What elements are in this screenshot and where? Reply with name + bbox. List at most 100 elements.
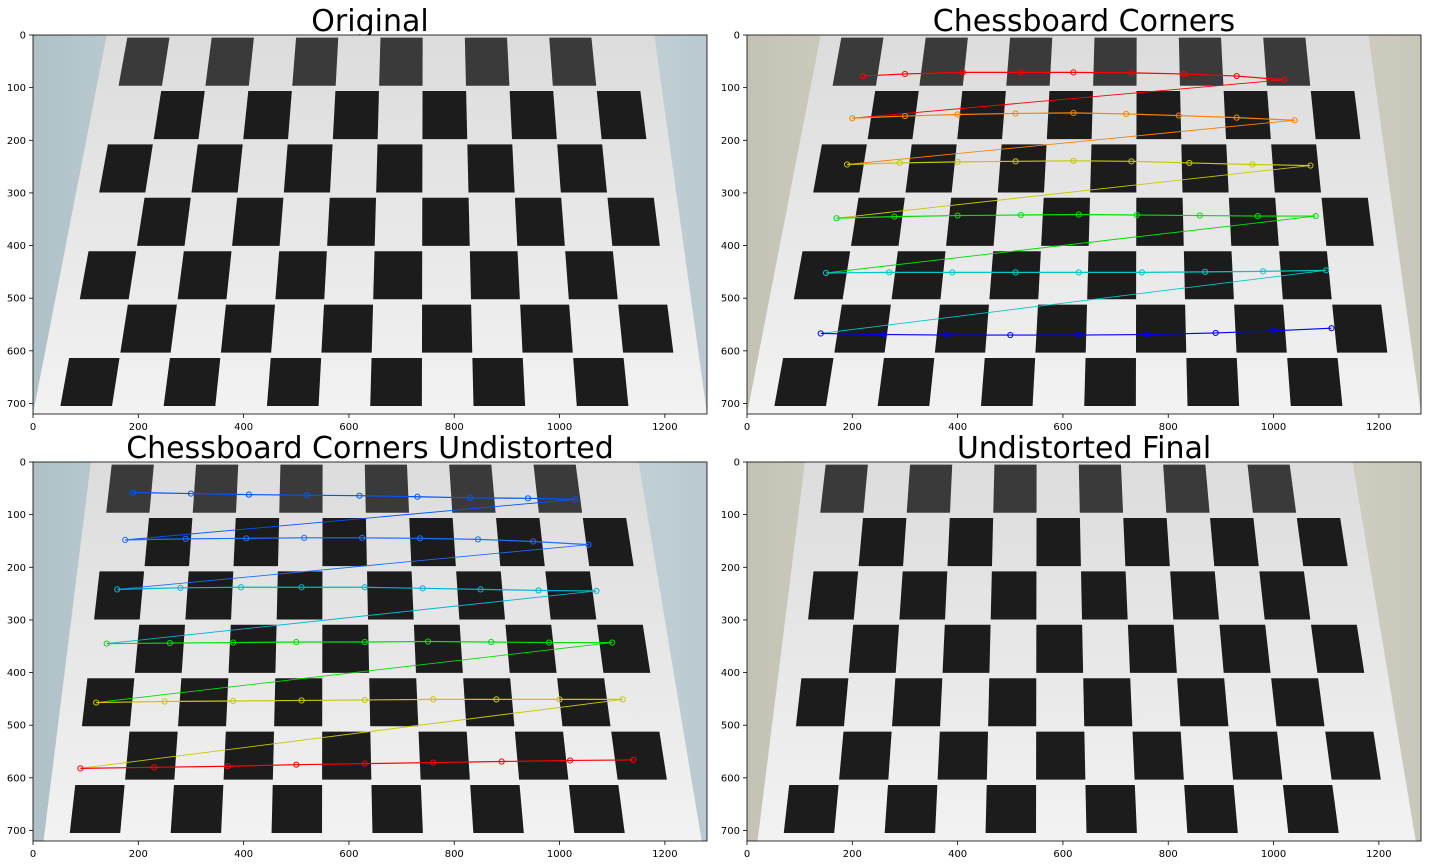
dark-square xyxy=(233,518,280,567)
y-tick-label: 500 xyxy=(7,721,26,732)
dark-square xyxy=(891,251,946,300)
chessboard-photo xyxy=(747,462,1421,841)
corner-point xyxy=(880,331,888,338)
dark-square xyxy=(79,251,137,300)
dark-square xyxy=(618,304,674,353)
dark-square xyxy=(106,464,154,513)
dark-square xyxy=(899,571,948,620)
x-tick-label: 400 xyxy=(948,849,967,860)
dark-square xyxy=(813,144,867,193)
corner-row-line xyxy=(836,213,1316,219)
dark-square xyxy=(988,678,1037,727)
corner-point xyxy=(361,760,368,767)
dark-square xyxy=(1282,784,1339,833)
corner-point xyxy=(361,696,368,704)
dark-square xyxy=(795,678,849,727)
corner-point xyxy=(361,638,368,646)
dark-square xyxy=(1036,731,1086,780)
dark-square xyxy=(60,357,120,406)
corner-point xyxy=(1012,158,1019,165)
dark-square xyxy=(568,784,625,833)
corner-row-connector xyxy=(125,498,576,541)
axes-frame xyxy=(746,461,1422,842)
dark-square xyxy=(1087,251,1137,300)
corner-row-line xyxy=(106,640,613,645)
dark-square xyxy=(1183,251,1234,300)
corner-point xyxy=(1186,159,1193,167)
x-tick-label: 0 xyxy=(744,422,750,433)
dark-square xyxy=(1177,678,1229,727)
y-tick-label: 100 xyxy=(7,83,26,94)
corner-point xyxy=(243,535,250,542)
dark-square xyxy=(1163,464,1210,513)
dark-square xyxy=(851,197,905,246)
corner-point xyxy=(182,535,189,542)
corner-point xyxy=(303,492,310,499)
dark-square xyxy=(464,37,510,86)
dark-square xyxy=(919,37,968,86)
dark-square xyxy=(942,624,991,673)
corner-point xyxy=(896,159,903,167)
corner-point xyxy=(1012,110,1019,117)
dark-square xyxy=(607,197,660,246)
corner-point xyxy=(122,536,129,544)
dark-square xyxy=(793,251,851,300)
y-tick-label: 400 xyxy=(721,668,740,679)
dark-square xyxy=(1041,197,1091,246)
x-axis: 0 200 400 600 800 1000 1200 xyxy=(744,414,1392,433)
y-tick-label: 200 xyxy=(721,563,740,574)
corner-row-connector xyxy=(96,642,613,704)
corner-point xyxy=(1233,72,1240,80)
corner-point xyxy=(1202,268,1209,275)
corner-point xyxy=(891,213,898,220)
y-tick-label: 300 xyxy=(7,188,26,199)
dark-square xyxy=(370,357,422,406)
corner-point xyxy=(1123,110,1130,118)
dark-square xyxy=(413,624,463,673)
chessboard-photo xyxy=(33,35,707,414)
x-tick-label: 200 xyxy=(843,422,862,433)
dark-square xyxy=(469,251,520,300)
dark-square xyxy=(884,784,938,833)
y-tick-label: 300 xyxy=(721,188,740,199)
corner-point xyxy=(477,586,484,593)
corner-point xyxy=(1175,112,1182,119)
x-tick-label: 1200 xyxy=(1366,849,1391,860)
corner-overlay xyxy=(817,69,1335,339)
panel-title: Chessboard Corners Undistorted xyxy=(126,431,614,466)
x-tick-label: 1000 xyxy=(547,422,572,433)
dark-square xyxy=(170,784,224,833)
corner-point xyxy=(1128,158,1135,165)
y-tick-label: 700 xyxy=(7,399,26,410)
dark-square xyxy=(990,571,1037,620)
dark-square xyxy=(271,784,323,833)
dark-square xyxy=(597,624,651,673)
dark-square xyxy=(505,624,557,673)
x-tick-label: 400 xyxy=(234,849,253,860)
corner-point xyxy=(187,490,195,497)
corner-row-line xyxy=(133,491,576,500)
x-tick-label: 1000 xyxy=(1261,849,1286,860)
corner-point xyxy=(630,756,637,764)
panel-title: Undistorted Final xyxy=(957,431,1211,466)
corner-point xyxy=(1212,329,1219,337)
corner-point xyxy=(1180,70,1188,78)
x-tick-label: 0 xyxy=(30,422,36,433)
dark-square xyxy=(472,357,526,406)
dark-square xyxy=(177,251,232,300)
dark-square xyxy=(322,518,367,567)
chessboard-photo xyxy=(747,35,1421,414)
dark-square xyxy=(1247,464,1297,513)
dark-square xyxy=(1123,518,1170,567)
corner-point xyxy=(1259,268,1267,275)
dark-square xyxy=(514,731,569,780)
x-tick-label: 200 xyxy=(843,849,862,860)
x-tick-label: 1000 xyxy=(1261,422,1286,433)
dark-square xyxy=(1271,144,1321,193)
panel-undistorted-final: Undistorted Final 0 200 400 600 800 1000 1200 … xyxy=(721,431,1422,860)
corner-point xyxy=(166,639,174,647)
dark-square xyxy=(1132,731,1184,780)
dark-square xyxy=(279,464,323,513)
x-tick-label: 600 xyxy=(339,422,358,433)
corner-row-line xyxy=(825,269,1327,274)
